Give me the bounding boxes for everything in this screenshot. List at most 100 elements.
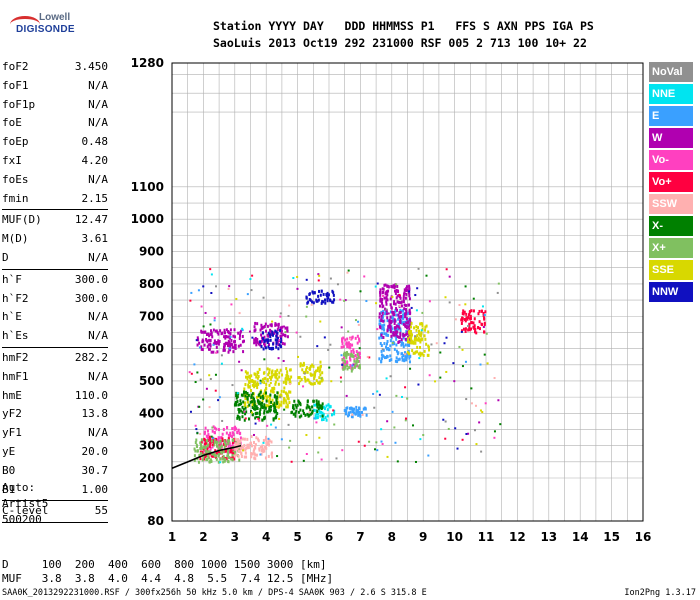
param-row: fxI 4.20: [2, 152, 108, 171]
echo-point: [404, 355, 407, 359]
echo-point: [204, 446, 207, 450]
echo-point: [401, 313, 404, 317]
echo-point: [286, 393, 289, 397]
echo-point: [250, 374, 253, 378]
echo-point: [232, 350, 235, 354]
echo-point: [389, 330, 392, 334]
muf-distance-row: D 100 200 400 600 800 1000 1500 3000 [km…: [2, 558, 327, 571]
echo-point: [262, 441, 265, 444]
echo-point: [302, 361, 305, 365]
echo-point: [265, 329, 268, 333]
echo-point: [214, 437, 217, 441]
echo-point: [382, 326, 385, 330]
x-tick-label: 8: [388, 530, 396, 544]
echo-point: [254, 446, 257, 450]
echo-point: [258, 448, 261, 452]
echo-point: [242, 400, 245, 404]
echo-point: [312, 365, 315, 369]
echo-point: [380, 357, 383, 361]
echo-point: [398, 340, 401, 344]
echo-point: [395, 333, 398, 337]
echo-point: [231, 435, 234, 439]
echo-point: [278, 403, 281, 407]
echo-point: [209, 450, 212, 454]
echo-point: [312, 301, 315, 305]
echo-point: [279, 396, 282, 399]
echo-point: [241, 334, 244, 338]
param-row: h`E N/A: [2, 308, 108, 327]
echo-point: [254, 402, 257, 406]
echo-point: [246, 400, 249, 404]
echo-point: [308, 292, 311, 296]
echo-point: [321, 414, 324, 418]
echo-point: [340, 326, 343, 329]
echo-point: [350, 366, 353, 370]
echo-point: [279, 368, 282, 372]
echo-point: [266, 404, 269, 408]
x-tick-label: 7: [356, 530, 364, 544]
echo-point: [297, 355, 300, 358]
echo-point: [283, 325, 286, 328]
echo-point: [300, 377, 303, 381]
echo-point: [384, 292, 387, 296]
echo-point: [356, 341, 359, 345]
echo-point: [385, 302, 388, 306]
echo-point: [461, 348, 464, 351]
echo-point: [213, 339, 216, 343]
echo-point: [324, 298, 327, 302]
param-row: hmF1 N/A: [2, 368, 108, 387]
echo-point: [414, 335, 417, 338]
x-tick-label: 16: [635, 530, 652, 544]
echo-point: [318, 289, 321, 293]
echo-point: [230, 457, 233, 461]
echo-point: [366, 355, 369, 358]
echo-point: [236, 392, 239, 395]
echo-point: [395, 288, 398, 292]
echo-point: [401, 358, 404, 362]
echo-point: [264, 446, 267, 450]
echo-point: [412, 351, 415, 355]
echo-point: [373, 406, 376, 409]
echo-point: [384, 312, 387, 316]
echo-point: [280, 400, 283, 404]
echo-point: [246, 377, 249, 381]
echo-point: [460, 330, 463, 333]
echo-point: [311, 373, 314, 377]
echo-point: [381, 327, 384, 331]
echo-point: [346, 342, 349, 346]
echo-point: [397, 327, 400, 331]
echo-point: [209, 342, 212, 346]
echo-point: [421, 327, 424, 331]
echo-point: [395, 343, 398, 347]
echo-point: [206, 429, 209, 433]
echo-point: [249, 400, 252, 404]
param-value: 2.15: [81, 191, 109, 205]
echo-point: [206, 447, 209, 451]
echo-point: [287, 314, 290, 317]
echo-point: [286, 403, 289, 407]
echo-point: [250, 455, 253, 459]
echo-point: [254, 321, 257, 325]
echo-point: [273, 373, 276, 377]
echo-point: [238, 417, 241, 421]
echo-point: [205, 441, 208, 445]
param-name: fmin: [2, 191, 29, 205]
echo-point: [286, 335, 289, 339]
echo-point: [267, 334, 270, 338]
echo-point: [406, 337, 409, 341]
echo-point: [447, 427, 450, 430]
echo-point: [413, 336, 416, 340]
echo-point: [463, 310, 466, 314]
echo-point: [384, 307, 387, 311]
echo-point: [198, 453, 201, 457]
echo-point: [483, 314, 486, 317]
echo-point: [202, 457, 205, 461]
echo-point: [246, 293, 249, 296]
echo-point: [279, 334, 282, 338]
echo-point: [349, 358, 352, 362]
echo-point: [269, 393, 272, 397]
echo-point: [408, 360, 411, 364]
echo-point: [212, 343, 215, 346]
echo-point: [269, 377, 272, 381]
echo-point: [409, 367, 412, 370]
